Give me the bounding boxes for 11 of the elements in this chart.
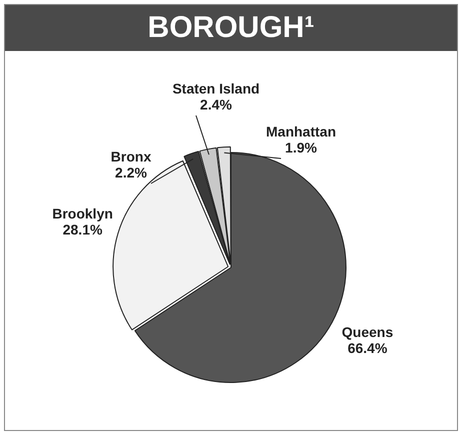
data-label: 66.4% bbox=[348, 340, 388, 356]
data-label: 2.2% bbox=[115, 164, 148, 180]
slice-label: Queens bbox=[342, 324, 394, 340]
slice-label: Staten Island bbox=[172, 80, 260, 96]
data-label: 28.1% bbox=[62, 222, 103, 238]
slice-label: Brooklyn bbox=[52, 206, 113, 222]
slice-label: Manhattan bbox=[266, 123, 336, 140]
data-label: 2.4% bbox=[200, 96, 232, 112]
data-label: 1.9% bbox=[285, 139, 318, 156]
slice-label: Bronx bbox=[110, 148, 152, 164]
chart-title: BOROUGH¹ bbox=[5, 5, 457, 51]
